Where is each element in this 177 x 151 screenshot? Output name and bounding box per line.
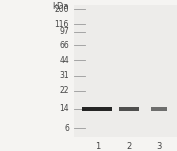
Text: 1: 1 [95,142,100,151]
Text: 22: 22 [59,86,69,95]
Text: 31: 31 [59,71,69,80]
Text: 200: 200 [55,5,69,14]
Text: 2: 2 [127,142,132,151]
Bar [74,5,177,137]
Bar [151,107,167,111]
Text: kDa: kDa [53,2,69,11]
Text: 14: 14 [59,104,69,113]
Text: 97: 97 [59,27,69,36]
Text: 116: 116 [55,20,69,29]
Bar [82,107,112,111]
Text: 44: 44 [59,56,69,65]
Text: 66: 66 [59,41,69,50]
Text: 6: 6 [64,124,69,133]
Bar [119,107,139,111]
Text: 3: 3 [157,142,162,151]
